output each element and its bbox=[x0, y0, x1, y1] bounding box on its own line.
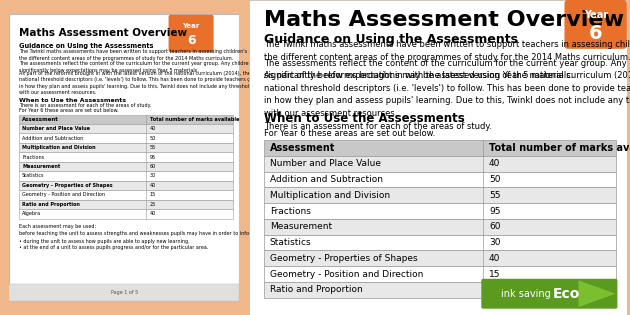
Text: Ratio and Proportion: Ratio and Proportion bbox=[270, 285, 362, 294]
FancyBboxPatch shape bbox=[19, 162, 232, 171]
Text: Maths Assessment Overview: Maths Assessment Overview bbox=[19, 28, 186, 38]
Text: When to Use the Assessments: When to Use the Assessments bbox=[264, 112, 465, 125]
FancyBboxPatch shape bbox=[249, 0, 627, 315]
Text: For Year 6 these areas are set out below.: For Year 6 these areas are set out below… bbox=[264, 129, 435, 138]
Text: Assessment: Assessment bbox=[22, 117, 59, 122]
Text: 50: 50 bbox=[150, 136, 156, 141]
Text: before teaching the unit to assess strengths and weaknesses pupils may have in o: before teaching the unit to assess stren… bbox=[19, 231, 280, 236]
FancyBboxPatch shape bbox=[9, 284, 239, 301]
Text: Guidance on Using the Assessments: Guidance on Using the Assessments bbox=[19, 43, 153, 49]
Text: There is an assessment for each of the areas of study.: There is an assessment for each of the a… bbox=[19, 103, 151, 108]
Text: When to Use the Assessments: When to Use the Assessments bbox=[19, 98, 125, 103]
Text: Geometry - Position and Direction: Geometry - Position and Direction bbox=[270, 270, 423, 278]
FancyBboxPatch shape bbox=[264, 235, 616, 250]
Text: 60: 60 bbox=[150, 164, 156, 169]
Text: 50: 50 bbox=[489, 175, 500, 184]
Text: 15: 15 bbox=[489, 270, 500, 278]
Text: ink saving: ink saving bbox=[501, 289, 551, 299]
FancyBboxPatch shape bbox=[264, 282, 616, 298]
Text: 40: 40 bbox=[489, 159, 500, 168]
Text: Each assessment may be used:: Each assessment may be used: bbox=[19, 224, 96, 229]
FancyBboxPatch shape bbox=[264, 203, 616, 219]
FancyBboxPatch shape bbox=[264, 156, 616, 172]
FancyBboxPatch shape bbox=[264, 250, 616, 266]
Text: 95: 95 bbox=[150, 155, 156, 160]
Text: Measurement: Measurement bbox=[22, 164, 60, 169]
Text: Geometry - Position and Direction: Geometry - Position and Direction bbox=[22, 192, 105, 198]
Text: 40: 40 bbox=[489, 254, 500, 263]
Text: Number and Place Value: Number and Place Value bbox=[22, 126, 90, 131]
FancyBboxPatch shape bbox=[264, 187, 616, 203]
Text: Statistics: Statistics bbox=[22, 174, 45, 179]
FancyBboxPatch shape bbox=[9, 14, 239, 301]
Text: Addition and Subtraction: Addition and Subtraction bbox=[270, 175, 382, 184]
Text: Addition and Subtraction: Addition and Subtraction bbox=[22, 136, 83, 141]
FancyBboxPatch shape bbox=[19, 134, 232, 143]
Text: 15: 15 bbox=[150, 192, 156, 198]
Text: Multiplication and Division: Multiplication and Division bbox=[270, 191, 390, 200]
Text: Geometry - Properties of Shapes: Geometry - Properties of Shapes bbox=[270, 254, 417, 263]
Text: There is an assessment for each of the areas of study.: There is an assessment for each of the a… bbox=[264, 123, 492, 131]
Text: Eco: Eco bbox=[553, 287, 580, 301]
Text: As part of the reforms brought in with the latest version of the national curric: As part of the reforms brought in with t… bbox=[264, 71, 630, 118]
Text: 30: 30 bbox=[150, 174, 156, 179]
Text: 55: 55 bbox=[150, 145, 156, 150]
Text: 40: 40 bbox=[150, 126, 156, 131]
FancyBboxPatch shape bbox=[264, 140, 616, 156]
Text: 25: 25 bbox=[489, 285, 500, 294]
Text: Fractions: Fractions bbox=[270, 207, 311, 215]
FancyBboxPatch shape bbox=[264, 219, 616, 235]
Text: Geometry - Properties of Shapes: Geometry - Properties of Shapes bbox=[22, 183, 113, 188]
FancyBboxPatch shape bbox=[264, 266, 616, 282]
Text: The Twinkl maths assessments have been written to support teachers in assessing : The Twinkl maths assessments have been w… bbox=[264, 40, 630, 62]
Text: 6: 6 bbox=[589, 24, 602, 43]
Text: 55: 55 bbox=[489, 191, 500, 200]
Text: As part of the reforms brought in with the latest version of the national curric: As part of the reforms brought in with t… bbox=[19, 71, 290, 95]
Text: 40: 40 bbox=[150, 183, 156, 188]
FancyBboxPatch shape bbox=[19, 152, 232, 162]
FancyBboxPatch shape bbox=[481, 279, 617, 309]
Text: Year: Year bbox=[583, 10, 608, 20]
FancyBboxPatch shape bbox=[564, 0, 627, 49]
Text: 30: 30 bbox=[489, 238, 500, 247]
Text: 60: 60 bbox=[489, 222, 500, 231]
Polygon shape bbox=[578, 280, 616, 307]
Text: Year: Year bbox=[183, 23, 200, 29]
FancyBboxPatch shape bbox=[19, 190, 232, 200]
Text: 95: 95 bbox=[489, 207, 500, 215]
Text: 6: 6 bbox=[187, 34, 195, 47]
Text: Maths Assessment Overview: Maths Assessment Overview bbox=[264, 10, 624, 31]
Text: 40: 40 bbox=[150, 211, 156, 216]
Text: For Year 6 these areas are set out below.: For Year 6 these areas are set out below… bbox=[19, 108, 118, 113]
FancyBboxPatch shape bbox=[19, 181, 232, 190]
FancyBboxPatch shape bbox=[19, 114, 232, 124]
FancyBboxPatch shape bbox=[264, 172, 616, 187]
FancyBboxPatch shape bbox=[19, 143, 232, 152]
Text: Guidance on Using the Assessments: Guidance on Using the Assessments bbox=[264, 33, 518, 46]
Text: Number and Place Value: Number and Place Value bbox=[270, 159, 381, 168]
Text: The Twinkl maths assessments have been written to support teachers in assessing : The Twinkl maths assessments have been w… bbox=[19, 49, 286, 61]
Text: The assessments reflect the content of the curriculum for the current year group: The assessments reflect the content of t… bbox=[19, 61, 272, 73]
Text: Algebra: Algebra bbox=[22, 211, 41, 216]
Text: Statistics: Statistics bbox=[270, 238, 311, 247]
Text: Assessment: Assessment bbox=[270, 143, 335, 153]
Text: • during the unit to assess how pupils are able to apply new learning.: • during the unit to assess how pupils a… bbox=[19, 239, 189, 244]
Text: Fractions: Fractions bbox=[22, 155, 44, 160]
Text: Measurement: Measurement bbox=[270, 222, 332, 231]
Text: Total number of marks available: Total number of marks available bbox=[489, 143, 630, 153]
Text: Multiplication and Division: Multiplication and Division bbox=[22, 145, 96, 150]
FancyBboxPatch shape bbox=[169, 15, 214, 52]
FancyBboxPatch shape bbox=[19, 209, 232, 219]
Text: 25: 25 bbox=[150, 202, 156, 207]
Text: Page 1 of 5: Page 1 of 5 bbox=[111, 290, 138, 295]
Text: Total number of marks available: Total number of marks available bbox=[150, 117, 239, 122]
Text: • at the end of a unit to assess pupils progress and/or for the particular area.: • at the end of a unit to assess pupils … bbox=[19, 245, 208, 250]
FancyBboxPatch shape bbox=[19, 200, 232, 209]
FancyBboxPatch shape bbox=[19, 171, 232, 181]
Text: The assessments reflect the content of the curriculum for the current year group: The assessments reflect the content of t… bbox=[264, 59, 630, 80]
Text: Ratio and Proportion: Ratio and Proportion bbox=[22, 202, 80, 207]
FancyBboxPatch shape bbox=[19, 124, 232, 134]
